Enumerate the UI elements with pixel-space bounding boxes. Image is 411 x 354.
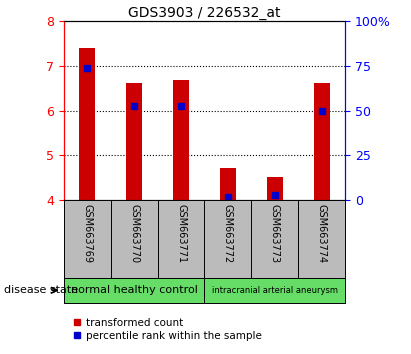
Bar [126,83,142,200]
Bar [205,278,345,303]
Text: GSM663773: GSM663773 [270,204,280,263]
Bar [173,80,189,200]
Bar [314,83,330,200]
Legend: transformed count, percentile rank within the sample: transformed count, percentile rank withi… [69,314,266,345]
Text: disease state: disease state [4,285,78,295]
Text: GSM663772: GSM663772 [223,204,233,263]
Bar [79,48,95,200]
Text: GSM663774: GSM663774 [317,204,327,263]
Text: intracranial arterial aneurysm: intracranial arterial aneurysm [212,286,338,295]
Bar [64,278,204,303]
Text: normal healthy control: normal healthy control [71,285,198,295]
Bar [220,168,236,200]
Bar [267,177,283,200]
Text: GSM663769: GSM663769 [82,204,92,263]
Text: GSM663770: GSM663770 [129,204,139,263]
Text: GSM663771: GSM663771 [176,204,186,263]
Title: GDS3903 / 226532_at: GDS3903 / 226532_at [128,6,281,20]
